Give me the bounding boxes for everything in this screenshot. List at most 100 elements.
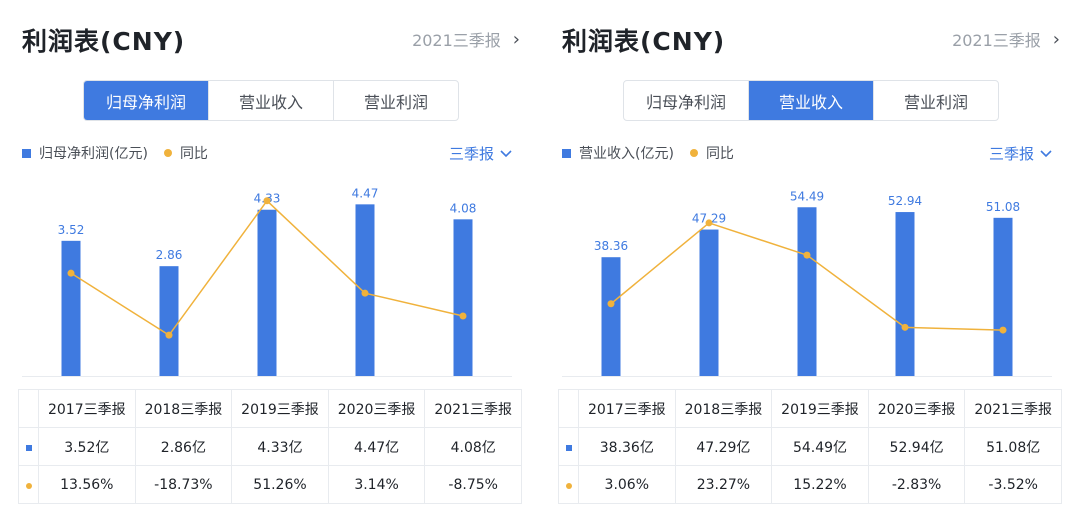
chevron-down-icon [1040,149,1052,157]
tab-operating-profit[interactable]: 营业利润 [903,92,968,112]
table-header-cell: 2020三季报 [327,389,426,428]
frequency-dropdown[interactable]: 三季报 [989,143,1052,164]
table-header-cell: 2019三季报 [231,389,329,428]
bar-2019三季报 [797,207,817,376]
yoy-point-2017三季报 [67,269,75,277]
table-cell: 4.08亿 [424,427,522,466]
report-period-link[interactable]: 2021三季报 › [412,27,520,51]
line-series-marker-icon [565,482,572,489]
table-row-values: 3.52亿 2.86亿 4.33亿 4.47亿 4.08亿 [18,427,522,466]
growth-cell: 3.06% [578,465,676,504]
bar-value-label: 2.86 [156,248,183,262]
tab-revenue[interactable]: 营业收入 [749,81,874,120]
bar-value-label: 3.52 [58,223,85,237]
bar-legend-label: 归母净利润(亿元) [39,146,148,162]
panel-title: 利润表(CNY) [22,27,186,56]
table-cell: 38.36亿 [578,427,676,466]
growth-cell: -8.75% [424,465,522,504]
tab-revenue[interactable]: 营业收入 [209,81,334,120]
yoy-point-2021三季报 [999,326,1007,334]
bar-2018三季报 [699,229,719,376]
revenue-chart: 38.36 47.29 54.49 52.94 51.08 [562,189,1052,377]
growth-cell: 15.22% [771,465,869,504]
table-header-cell: 2020三季报 [867,389,966,428]
growth-cell: -18.73% [134,465,233,504]
table-row-values: 38.36亿 47.29亿 54.49亿 52.94亿 51.08亿 [558,427,1062,466]
bar-value-label: 38.36 [594,239,628,253]
bar-2021三季报 [993,217,1013,376]
report-period-link[interactable]: 2021三季报 › [952,27,1060,51]
bar-series-marker-icon [25,444,32,451]
yoy-point-2018三季报 [165,331,173,339]
bar-legend-label: 营业收入(亿元) [579,146,674,162]
growth-cell: -2.83% [867,465,966,504]
bar-2018三季报 [159,266,179,376]
profit-panel-right: 利润表(CNY) 2021三季报 › 归母净利润 营业收入 营业利润 营业收入(… [540,0,1062,517]
frequency-dropdown[interactable]: 三季报 [449,143,512,164]
data-table: 2017三季报 2018三季报 2019三季报 2020三季报 2021三季报 … [18,389,522,504]
report-period-label: 2021三季报 [952,31,1041,50]
table-cell: 3.52亿 [38,427,136,466]
growth-cell: -3.52% [964,465,1062,504]
tab-net-profit[interactable]: 归母净利润 [624,81,749,120]
line-legend-label: 同比 [179,146,208,162]
bar-value-label: 4.47 [352,186,379,200]
table-cell: 4.47亿 [327,427,426,466]
net-profit-chart: 3.522.864.334.474.08 [22,186,512,377]
table-header-cell: 2017三季报 [38,389,136,428]
table-header-cell: 2017三季报 [578,389,676,428]
tab-net-profit[interactable]: 归母净利润 [84,81,209,120]
frequency-label: 三季报 [988,145,1034,163]
profit-panel-left: 利润表(CNY) 2021三季报 › 归母净利润 营业收入 营业利润 归母净利润… [0,0,522,517]
table-header-cell: 2019三季报 [771,389,869,428]
bar-legend-swatch [22,148,31,158]
chevron-down-icon [500,149,512,157]
yoy-point-2020三季报 [901,323,909,331]
panel-title: 利润表(CNY) [562,27,726,56]
table-cell: 54.49亿 [771,427,869,466]
yoy-point-2019三季报 [263,197,271,205]
bar-2017三季报 [601,257,621,376]
line-legend-label: 同比 [705,146,734,162]
bar-2021三季报 [453,219,473,376]
bar-legend-swatch [562,148,571,158]
bar-2020三季报 [895,212,915,376]
metric-tabs: 归母净利润 营业收入 营业利润 [83,80,459,121]
line-series-marker-icon [25,482,32,489]
bar-2017三季报 [61,240,81,376]
chevron-right-icon: › [512,28,520,50]
table-cell: 47.29亿 [674,427,773,466]
yoy-point-2018三季报 [705,219,713,227]
yoy-point-2019三季报 [803,251,811,259]
growth-cell: 23.27% [674,465,773,504]
bar-value-label: 51.08 [986,200,1020,214]
chart-legend: 营业收入(亿元) 同比 [562,143,734,163]
table-header-cell: 2021三季报 [424,389,522,428]
table-header-cell: 2018三季报 [674,389,773,428]
table-cell: 2.86亿 [134,427,233,466]
frequency-label: 三季报 [448,145,494,163]
tab-operating-profit[interactable]: 营业利润 [363,92,428,112]
bar-value-label: 52.94 [888,194,922,208]
bar-value-label: 54.49 [790,189,824,203]
table-header-cell: 2021三季报 [964,389,1062,428]
table-row-growth: 13.56% -18.73% 51.26% 3.14% -8.75% [18,465,522,504]
bar-2019三季报 [257,209,277,376]
bar-value-label: 4.08 [450,201,477,215]
yoy-point-2020三季报 [361,289,369,297]
chart-legend: 归母净利润(亿元) 同比 [22,143,208,163]
growth-cell: 3.14% [327,465,426,504]
growth-cell: 51.26% [231,465,329,504]
yoy-point-2017三季报 [607,300,615,308]
table-cell: 51.08亿 [964,427,1062,466]
bar-series-marker-icon [565,444,572,451]
yoy-point-2021三季报 [459,312,467,320]
table-cell: 52.94亿 [867,427,966,466]
table-cell: 4.33亿 [231,427,329,466]
bar-value-label: 47.29 [692,212,726,226]
growth-cell: 13.56% [38,465,136,504]
data-table: 2017三季报 2018三季报 2019三季报 2020三季报 2021三季报 … [558,389,1062,504]
report-period-label: 2021三季报 [412,31,501,50]
line-legend-swatch [163,149,172,157]
chevron-right-icon: › [1052,28,1060,50]
